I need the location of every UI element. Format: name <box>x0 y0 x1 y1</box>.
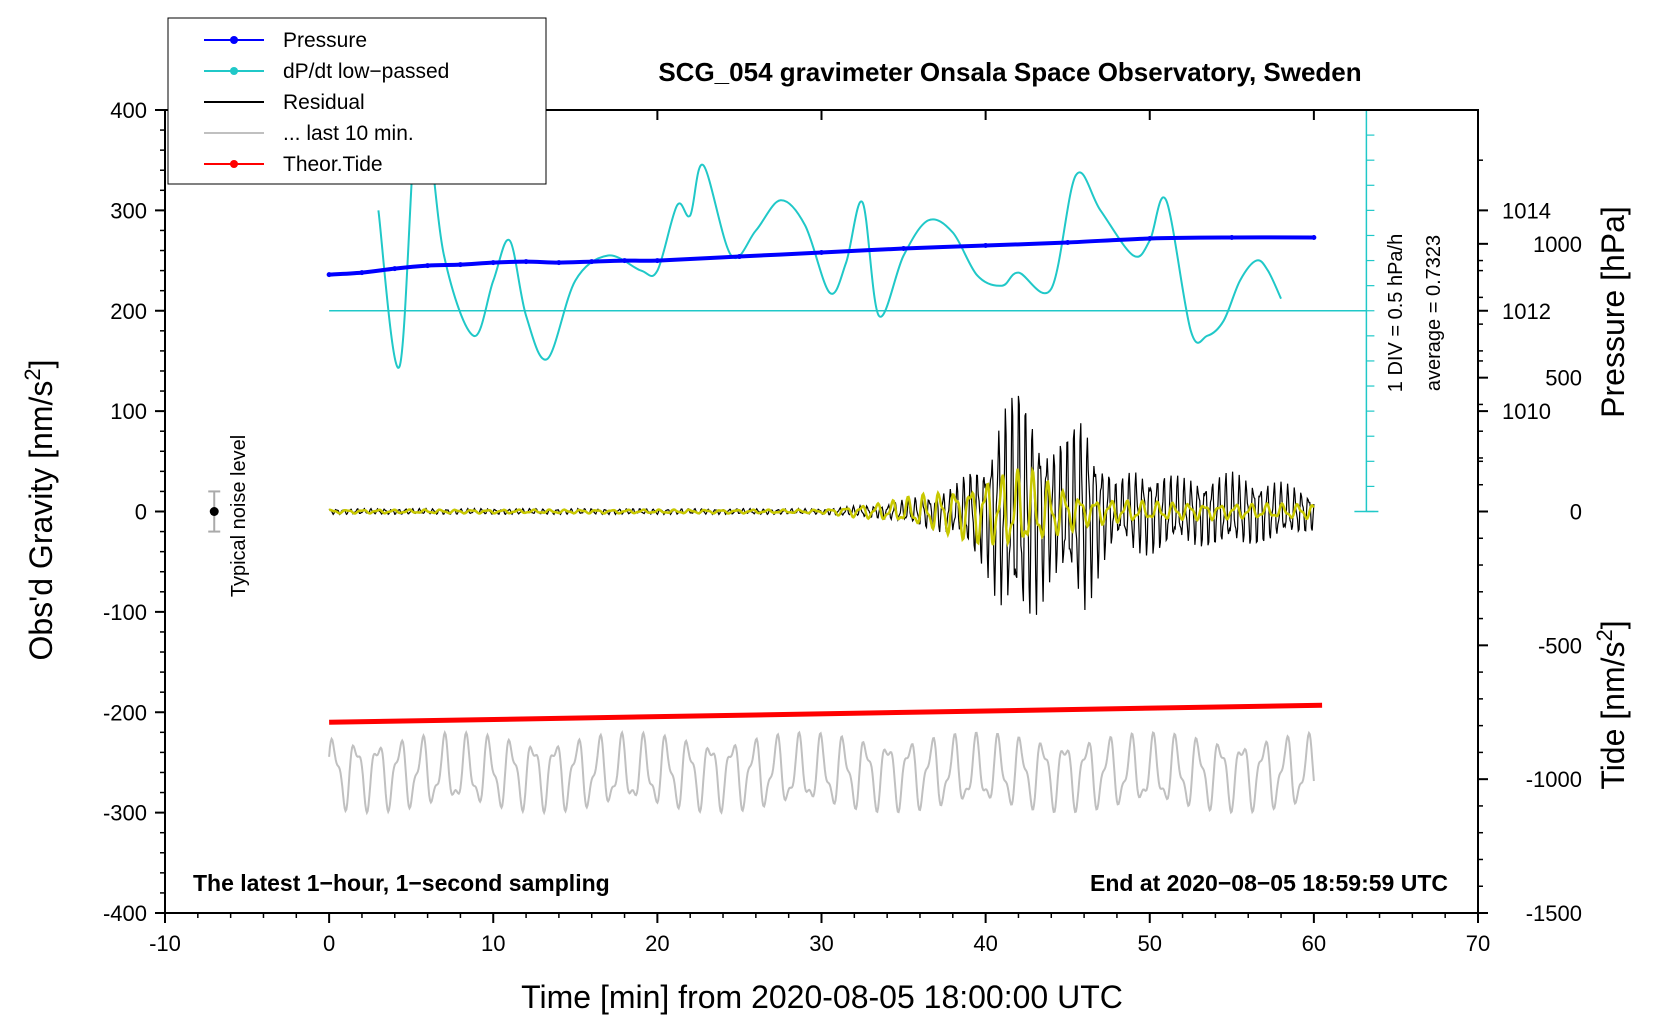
pressure-point <box>622 258 628 264</box>
y-tick-label: -200 <box>103 700 147 725</box>
average-label: average = 0.7323 <box>1423 235 1445 391</box>
pressure-tick-label: 1012 <box>1502 299 1551 324</box>
pressure-point <box>392 266 398 272</box>
pressure-point <box>326 272 332 278</box>
pressure-point <box>457 262 463 268</box>
series-residual-filtered <box>328 466 1315 548</box>
noise-level-label: Typical noise level <box>228 435 250 597</box>
legend-label: Pressure <box>283 29 367 52</box>
pressure-point <box>359 270 365 276</box>
legend-item: ... last 10 min. <box>204 122 414 145</box>
x-tick-label: -10 <box>149 931 181 956</box>
tide-tick-label: -1500 <box>1526 901 1582 926</box>
series-dpdt-low-passed <box>377 87 1282 369</box>
tide-tick-label: 0 <box>1570 500 1582 525</box>
y-axis-label-tide-sup: 2 <box>1592 629 1617 641</box>
legend-item: Residual <box>204 91 365 114</box>
legend-item: Theor.Tide <box>204 153 383 176</box>
series-theoretical-tide <box>329 702 1323 725</box>
y-tick-label: 200 <box>110 299 147 324</box>
x-tick-label: 70 <box>1466 931 1490 956</box>
x-tick-label: 30 <box>809 931 833 956</box>
tide-tick-label: -1000 <box>1526 767 1582 792</box>
x-tick-label: 20 <box>645 931 669 956</box>
pressure-line <box>328 235 1314 277</box>
legend-marker <box>230 160 238 168</box>
pressure-tick-label: 1010 <box>1502 399 1551 424</box>
y-axis-label-tide-main: Tide [nm/s <box>1595 641 1631 789</box>
y-tick-label: -300 <box>103 801 147 826</box>
y-tick-label: -100 <box>103 600 147 625</box>
y-axis-label-left-end: ] <box>23 359 59 368</box>
series-last-10-min <box>328 729 1315 816</box>
chart-title: SCG_054 gravimeter Onsala Space Observat… <box>658 57 1361 87</box>
x-tick-label: 10 <box>481 931 505 956</box>
legend-marker <box>230 67 238 75</box>
x-tick-label: 60 <box>1302 931 1326 956</box>
tide-tick-label: 1000 <box>1533 232 1582 257</box>
tide-tick-label: -500 <box>1538 633 1582 658</box>
legend-item: dP/dt low−passed <box>204 60 449 83</box>
pressure-tick-label: 1014 <box>1502 198 1551 223</box>
y-tick-label: 300 <box>110 198 147 223</box>
pressure-point <box>736 254 742 260</box>
end-time-note: End at 2020−08−05 18:59:59 UTC <box>1090 870 1448 896</box>
pressure-point <box>819 250 824 256</box>
pressure-point <box>1311 234 1317 240</box>
x-tick-label: 40 <box>973 931 997 956</box>
tide-tick-label: 500 <box>1545 366 1582 391</box>
x-tick-label: 0 <box>323 931 335 956</box>
y-tick-label: -400 <box>103 901 147 926</box>
pressure-point <box>523 259 529 265</box>
y-axis-label-pressure: Pressure [hPa] <box>1595 206 1631 418</box>
pressure-point <box>1147 235 1153 241</box>
legend-label: ... last 10 min. <box>283 122 414 145</box>
series-pressure <box>326 234 1317 278</box>
pressure-point <box>983 243 989 249</box>
div-label: 1 DIV = 0.5 hPa/h <box>1385 234 1407 392</box>
auxiliary-layer <box>208 109 1379 533</box>
pressure-point <box>425 263 431 269</box>
x-tick-label: 50 <box>1138 931 1162 956</box>
y-axis-label-tide-end: ] <box>1595 620 1631 629</box>
legend: Pressure dP/dt low−passed Residual ... last… <box>167 17 547 185</box>
pressure-point <box>490 260 496 266</box>
y-tick-label: 0 <box>135 500 147 525</box>
legend-label: Residual <box>283 91 365 114</box>
pressure-point <box>901 246 907 252</box>
y-axis-label-tide: Tide [nm/s2] <box>1592 620 1631 789</box>
axes-layer: -10 0 10 20 30 40 50 60 704003002001000-100-200-… <box>103 98 1582 956</box>
series-layer <box>326 87 1323 816</box>
legend-label: Theor.Tide <box>283 153 383 176</box>
pressure-point <box>654 258 660 264</box>
y-tick-label: 400 <box>110 98 147 123</box>
y-axis-label-left-sup: 2 <box>20 368 45 380</box>
legend-marker <box>230 36 238 44</box>
y-axis-label-left: Obs'd Gravity [nm/s2] <box>20 359 59 660</box>
pressure-point <box>1065 239 1071 245</box>
y-axis-label-left-main: Obs'd Gravity [nm/s <box>23 381 59 661</box>
pressure-point <box>1229 234 1235 240</box>
legend-item: Pressure <box>204 29 367 52</box>
sampling-note: The latest 1−hour, 1−second sampling <box>193 870 610 896</box>
series-residual <box>328 395 1315 615</box>
legend-label: dP/dt low−passed <box>283 60 449 83</box>
noise-level-dot <box>209 507 219 516</box>
pressure-point <box>589 259 595 265</box>
pressure-point <box>556 260 562 266</box>
x-axis-label: Time [min] from 2020-08-05 18:00:00 UTC <box>521 979 1123 1015</box>
y-tick-label: 100 <box>110 399 147 424</box>
